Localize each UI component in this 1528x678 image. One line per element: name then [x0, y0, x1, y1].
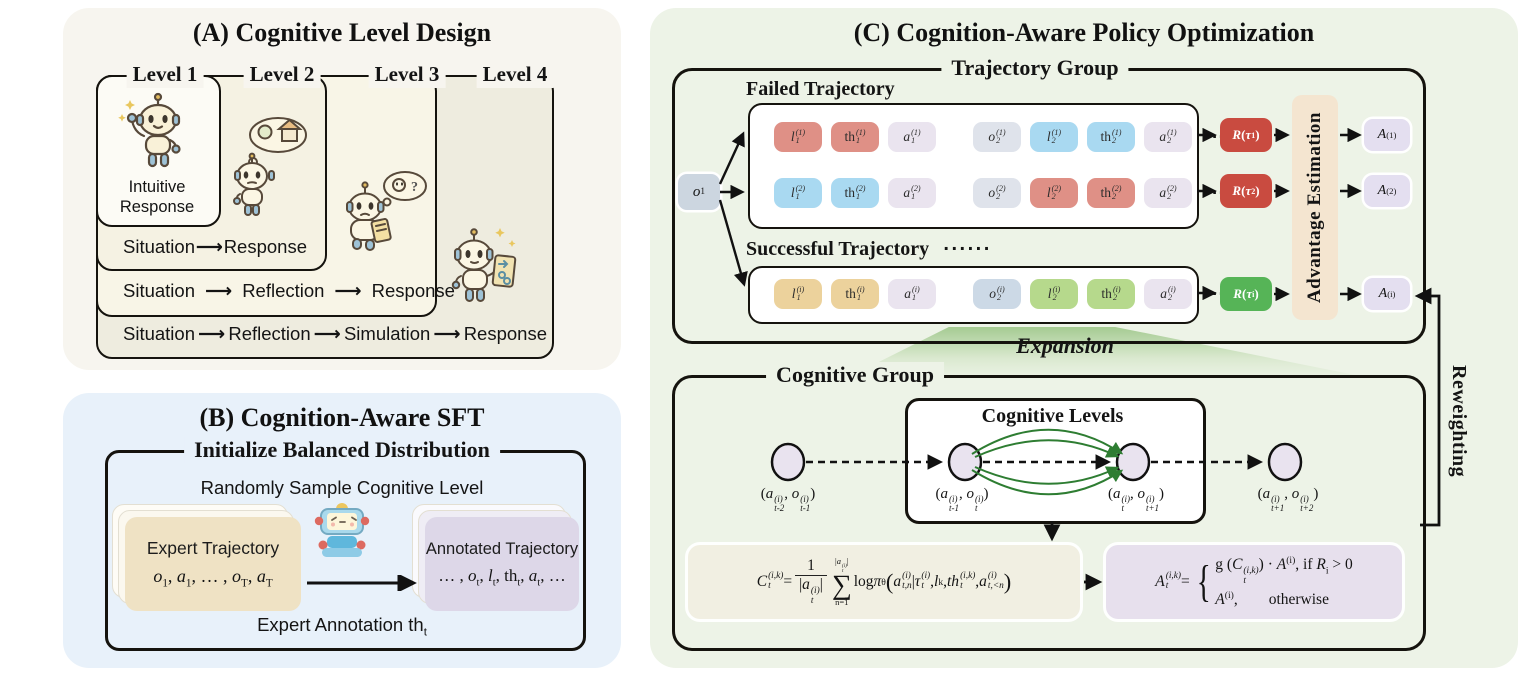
- successful-trajectory-label: Successful Trajectory ······: [746, 238, 992, 260]
- flow-step: Reflection: [242, 280, 325, 301]
- flow-step: Situation: [123, 236, 195, 257]
- panel-c-title: (C) Cognition-Aware Policy Optimization: [853, 18, 1315, 47]
- confidence-formula: C (i,k) t = 1 |a (i) t | |a (i) t | ∑ n=1 log π θ(a (i…: [688, 545, 1080, 619]
- token: th (i) 1: [831, 279, 879, 309]
- token: th (1) 1: [831, 122, 879, 152]
- svg-text:?: ?: [411, 180, 418, 195]
- level-2-flow: Situation ⟶ Response: [123, 236, 307, 258]
- node-label-3: (a (i) t, o (i) t+1): [1107, 486, 1165, 514]
- level-3-label: Level 3: [368, 62, 446, 88]
- token: l (i) 1: [774, 279, 822, 309]
- token: l (i) 2: [1030, 279, 1078, 309]
- thinking-robot-house-icon: [233, 117, 307, 216]
- cognitive-group-label: Cognitive Group: [766, 362, 944, 388]
- flow-step: Situation: [123, 323, 195, 344]
- token: th (i) 2: [1087, 279, 1135, 309]
- right-arrow-icon: ⟶: [433, 323, 461, 345]
- trajectory-row-2: l (2) 1 th (2) 1 a (2) 1 o (2) 2 l (2) 2 th (2) 2 a(…: [774, 178, 1225, 208]
- trajectory-row-1: l (1) 1 th (1) 1 a (1) 1 o (1) 2 l (1) 2 th (1) 2 a(…: [774, 122, 1225, 152]
- node-label-4: (a (i) t+1, o (i) t+2): [1257, 486, 1319, 514]
- waving-robot-icon: [118, 92, 181, 168]
- expert-trajectory-card-stack: Expert Trajectory o1, a1, … , oT, aT: [112, 504, 301, 611]
- panel-cognition-aware-sft: (B) Cognition-Aware SFT Initialize Balan…: [63, 393, 621, 668]
- advantage-token-2: A (2): [1364, 175, 1410, 207]
- token: a (2) 2: [1144, 178, 1192, 208]
- token: o (1) 2: [973, 122, 1021, 152]
- right-arrow-icon: ⟶: [198, 323, 226, 345]
- failed-trajectory-label: Failed Trajectory: [746, 78, 895, 100]
- annotated-trajectory-title: Annotated Trajectory: [425, 539, 579, 558]
- reward-token-2: R (τ 2): [1220, 174, 1272, 208]
- flow-step: Response: [463, 323, 547, 344]
- annotated-trajectory-math: … , ot, lt, tht, at, …: [438, 565, 566, 589]
- reward-token-i: R (τ i): [1220, 277, 1272, 311]
- advantage-estimation-label: Advantage Estimation: [1304, 111, 1325, 304]
- expansion-label: Expansion: [1016, 333, 1114, 358]
- expert-annotation-label: Expert Annotation tht: [257, 614, 427, 639]
- panel-b-title: (B) Cognition-Aware SFT: [199, 403, 485, 432]
- level-3-flow: Situation ⟶ Reflection ⟶ Response: [123, 280, 455, 302]
- token: a (1) 2: [1144, 122, 1192, 152]
- right-arrow-icon: ⟶: [204, 280, 233, 302]
- node-label-2: (a (i) t-1, o (i) t): [935, 486, 989, 514]
- token: o (2) 2: [973, 178, 1021, 208]
- level-4-flow: Situation ⟶ Reflection ⟶ Simulation ⟶ Re…: [123, 323, 547, 345]
- token: a (2) 1: [888, 178, 936, 208]
- annotated-trajectory-card: Annotated Trajectory … , ot, lt, tht, at…: [425, 517, 579, 611]
- token: th (2) 1: [831, 178, 879, 208]
- successful-trajectory-box: l (i) 1 th (i) 1 a (i) 1 o (i) 2 l (i) 2 th (i) 2 a(…: [748, 266, 1224, 324]
- trajectory-group-label: Trajectory Group: [941, 55, 1129, 81]
- initialize-balanced-distribution-label: Initialize Balanced Distribution: [184, 437, 500, 463]
- flow-step: Reflection: [228, 323, 311, 344]
- annotated-trajectory-card-stack: Annotated Trajectory … , ot, lt, tht, at…: [412, 504, 579, 611]
- cognitive-levels-label: Cognitive Levels: [981, 405, 1124, 427]
- token: l (2) 1: [774, 178, 822, 208]
- expert-trajectory-math: o1, a1, … , oT, aT: [153, 566, 273, 590]
- right-arrow-icon: ⟶: [334, 280, 362, 302]
- flow-step: Response: [223, 236, 307, 257]
- token: a (i) 1: [888, 279, 936, 309]
- panel-cognitive-level-design: (A) Cognitive Level Design Level 1 Level…: [63, 8, 621, 370]
- level-2-label: Level 2: [243, 62, 321, 88]
- trajectory-row-i: l (i) 1 th (i) 1 a (i) 1 o (i) 2 l (i) 2 th (i) 2 a(…: [774, 279, 1225, 309]
- advantage-token-i: A (i): [1364, 278, 1410, 310]
- right-arrow-icon: ⟶: [195, 236, 223, 258]
- flow-step: Simulation: [343, 323, 431, 344]
- token: a (1) 1: [888, 122, 936, 152]
- advantage-estimation-box: Advantage Estimation: [1292, 95, 1338, 320]
- token: a (i) 2: [1144, 279, 1192, 309]
- token: th (1) 2: [1087, 122, 1135, 152]
- level-1-caption: Intuitive Response: [119, 178, 195, 216]
- expert-trajectory-card: Expert Trajectory o1, a1, … , oT, aT: [125, 517, 301, 611]
- token: o (i) 2: [973, 279, 1021, 309]
- thinking-robot-tablet-icon: ?: [346, 171, 427, 251]
- reweighting-label: Reweighting: [1448, 364, 1470, 478]
- token: l (1) 2: [1030, 122, 1078, 152]
- token: th (2) 2: [1087, 178, 1135, 208]
- level-1-label: Level 1: [126, 62, 204, 88]
- flow-step: Situation: [123, 280, 195, 301]
- node-label-1: (a (i) t-2, o (i) t-1): [760, 486, 816, 514]
- failed-trajectory-box: l (1) 1 th (1) 1 a (1) 1 o (1) 2 l (1) 2 th (1) 2 a(…: [748, 103, 1224, 229]
- robot-with-card-icon: [451, 228, 517, 302]
- level-4-label: Level 4: [476, 62, 554, 88]
- token: l (2) 2: [1030, 178, 1078, 208]
- reweighted-advantage-formula: A (i,k) t = {g (C (i,k) t) · A(i), if Ri > 0…: [1106, 545, 1402, 619]
- randomly-sample-label: Randomly Sample Cognitive Level: [200, 477, 484, 498]
- flow-step: Response: [371, 280, 455, 301]
- advantage-token-1: A (1): [1364, 119, 1410, 151]
- reward-token-1: R (τ 1): [1220, 118, 1272, 152]
- annotator-robot-icon: [314, 503, 370, 557]
- right-arrow-icon: ⟶: [313, 323, 341, 345]
- panel-cognition-aware-policy-optimization: (C) Cognition-Aware Policy Optimization …: [650, 8, 1518, 668]
- panel-a-title: (A) Cognitive Level Design: [192, 18, 492, 47]
- ellipsis: ······: [943, 239, 992, 258]
- token: l (1) 1: [774, 122, 822, 152]
- expert-trajectory-title: Expert Trajectory: [146, 538, 280, 559]
- reweighting-label-wrap: Reweighting: [1447, 346, 1470, 496]
